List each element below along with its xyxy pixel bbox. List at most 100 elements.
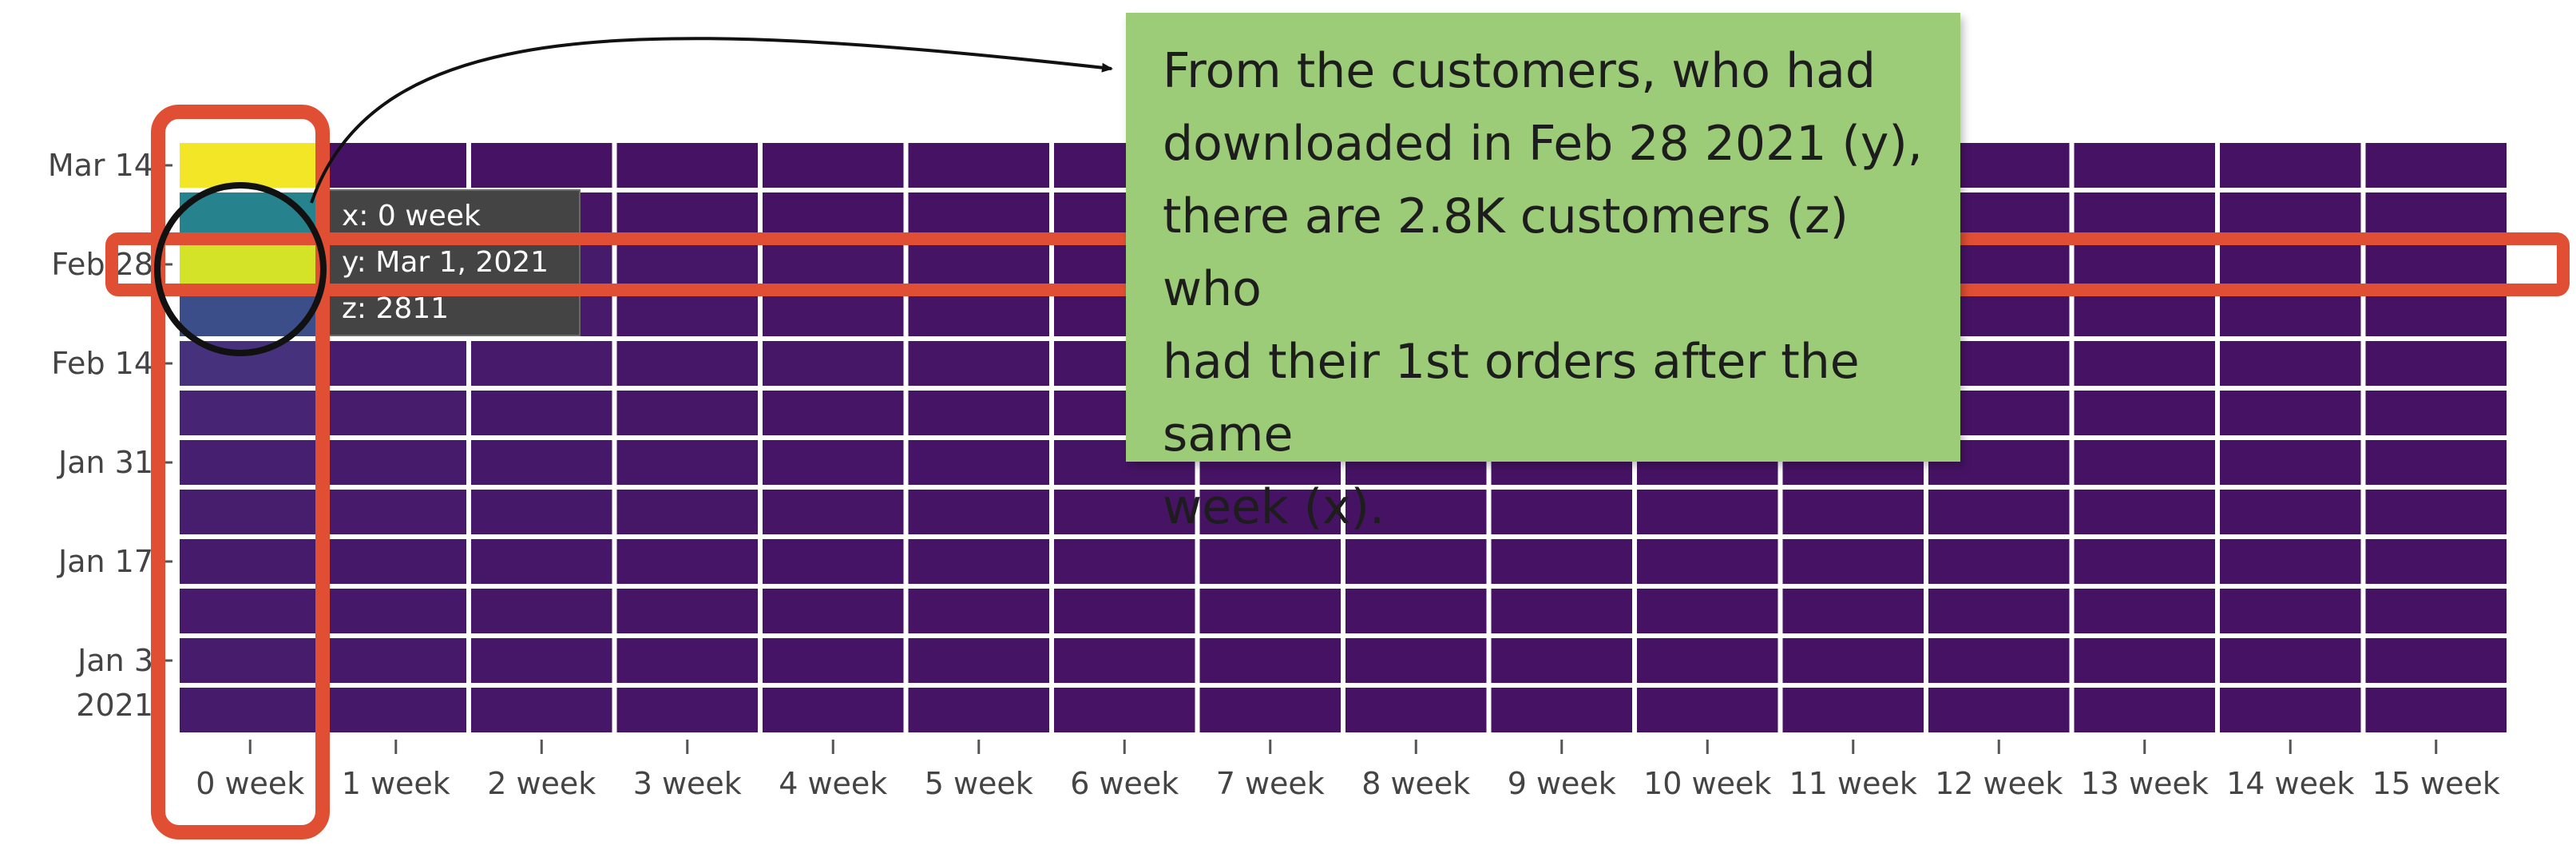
heatmap-cell[interactable]: [2074, 539, 2216, 584]
heatmap-cell[interactable]: [1928, 688, 2070, 732]
heatmap-cell[interactable]: [616, 539, 759, 584]
heatmap-cell[interactable]: [1199, 490, 1342, 534]
heatmap-cell[interactable]: [2365, 688, 2507, 732]
heatmap-cell[interactable]: [2220, 242, 2361, 287]
heatmap-cell[interactable]: [2365, 192, 2507, 237]
heatmap-cell[interactable]: [1199, 539, 1342, 584]
heatmap-cell[interactable]: [763, 490, 904, 534]
heatmap-cell[interactable]: [2365, 242, 2507, 287]
heatmap-cell[interactable]: [2220, 292, 2361, 336]
heatmap-cell[interactable]: [1637, 638, 1778, 683]
heatmap-cell[interactable]: [180, 192, 321, 237]
heatmap-cell[interactable]: [2220, 490, 2361, 534]
heatmap-cell[interactable]: [325, 391, 467, 435]
heatmap-cell[interactable]: [471, 341, 612, 386]
heatmap-cell[interactable]: [763, 688, 904, 732]
heatmap-cell[interactable]: [2365, 341, 2507, 386]
heatmap-cell[interactable]: [1928, 539, 2070, 584]
heatmap-cell[interactable]: [1637, 589, 1778, 633]
heatmap-cell[interactable]: [325, 638, 467, 683]
heatmap-cell[interactable]: [1491, 539, 1633, 584]
heatmap-cell[interactable]: [763, 192, 904, 237]
heatmap-cell[interactable]: [763, 638, 904, 683]
heatmap-cell[interactable]: [763, 391, 904, 435]
heatmap-cell[interactable]: [471, 688, 612, 732]
heatmap-cell[interactable]: [908, 192, 1050, 237]
heatmap-cell[interactable]: [908, 292, 1050, 336]
heatmap-cell[interactable]: [180, 589, 321, 633]
heatmap-cell[interactable]: [763, 242, 904, 287]
heatmap-cell[interactable]: [1637, 490, 1778, 534]
heatmap-cell[interactable]: [763, 539, 904, 584]
heatmap-cell[interactable]: [2220, 341, 2361, 386]
heatmap-cell[interactable]: [180, 341, 321, 386]
heatmap-cell[interactable]: [2074, 638, 2216, 683]
heatmap-cell[interactable]: [2365, 143, 2507, 188]
heatmap-cell[interactable]: [1782, 490, 1924, 534]
heatmap-cell[interactable]: [325, 589, 467, 633]
heatmap-cell[interactable]: [1054, 589, 1195, 633]
heatmap-cell[interactable]: [2220, 539, 2361, 584]
heatmap-cell[interactable]: [908, 440, 1050, 485]
heatmap-cell[interactable]: [1637, 539, 1778, 584]
heatmap-cell[interactable]: [763, 292, 904, 336]
heatmap-cell[interactable]: [908, 688, 1050, 732]
heatmap-cell[interactable]: [616, 242, 759, 287]
heatmap-cell[interactable]: [180, 638, 321, 683]
heatmap-cell[interactable]: [325, 490, 467, 534]
heatmap-cell[interactable]: [2365, 490, 2507, 534]
heatmap-cell[interactable]: [616, 589, 759, 633]
heatmap-cell[interactable]: [471, 490, 612, 534]
heatmap-cell[interactable]: [1054, 638, 1195, 683]
heatmap-cell[interactable]: [2365, 589, 2507, 633]
heatmap-cell[interactable]: [2220, 638, 2361, 683]
heatmap-cell[interactable]: [2220, 192, 2361, 237]
heatmap-cell[interactable]: [2365, 638, 2507, 683]
heatmap-cell[interactable]: [616, 341, 759, 386]
heatmap-cell[interactable]: [2220, 143, 2361, 188]
heatmap-cell[interactable]: [180, 440, 321, 485]
heatmap-cell[interactable]: [908, 143, 1050, 188]
heatmap-cell[interactable]: [908, 242, 1050, 287]
heatmap-cell[interactable]: [763, 589, 904, 633]
heatmap-cell[interactable]: [1345, 589, 1487, 633]
heatmap-cell[interactable]: [1345, 490, 1487, 534]
heatmap-cell[interactable]: [180, 539, 321, 584]
heatmap-cell[interactable]: [180, 391, 321, 435]
heatmap-cell[interactable]: [180, 688, 321, 732]
heatmap-cell[interactable]: [616, 391, 759, 435]
heatmap-cell[interactable]: [616, 292, 759, 336]
heatmap-cell[interactable]: [1345, 688, 1487, 732]
heatmap-cell[interactable]: [1928, 490, 2070, 534]
heatmap-cell[interactable]: [471, 143, 612, 188]
heatmap-cell[interactable]: [2074, 589, 2216, 633]
heatmap-cell[interactable]: [471, 391, 612, 435]
heatmap-cell[interactable]: [325, 440, 467, 485]
heatmap-cell[interactable]: [2074, 143, 2216, 188]
heatmap-cell[interactable]: [1782, 589, 1924, 633]
heatmap-cell[interactable]: [1345, 539, 1487, 584]
heatmap-cell[interactable]: [2365, 391, 2507, 435]
heatmap-cell[interactable]: [180, 143, 321, 188]
heatmap-cell[interactable]: [763, 440, 904, 485]
heatmap-cell[interactable]: [180, 242, 321, 287]
heatmap-cell[interactable]: [325, 143, 467, 188]
heatmap-cell[interactable]: [1782, 688, 1924, 732]
heatmap-cell[interactable]: [1491, 490, 1633, 534]
heatmap-cell[interactable]: [908, 341, 1050, 386]
heatmap-cell[interactable]: [1199, 589, 1342, 633]
heatmap-cell[interactable]: [1054, 490, 1195, 534]
heatmap-cell[interactable]: [471, 589, 612, 633]
heatmap-cell[interactable]: [2220, 391, 2361, 435]
heatmap-cell[interactable]: [616, 490, 759, 534]
heatmap-cell[interactable]: [2220, 589, 2361, 633]
heatmap-cell[interactable]: [1199, 638, 1342, 683]
heatmap-cell[interactable]: [908, 539, 1050, 584]
heatmap-cell[interactable]: [2220, 688, 2361, 732]
heatmap-cell[interactable]: [1054, 539, 1195, 584]
heatmap-cell[interactable]: [616, 192, 759, 237]
heatmap-cell[interactable]: [1491, 638, 1633, 683]
heatmap-cell[interactable]: [2074, 292, 2216, 336]
heatmap-cell[interactable]: [471, 440, 612, 485]
heatmap-cell[interactable]: [1928, 638, 2070, 683]
